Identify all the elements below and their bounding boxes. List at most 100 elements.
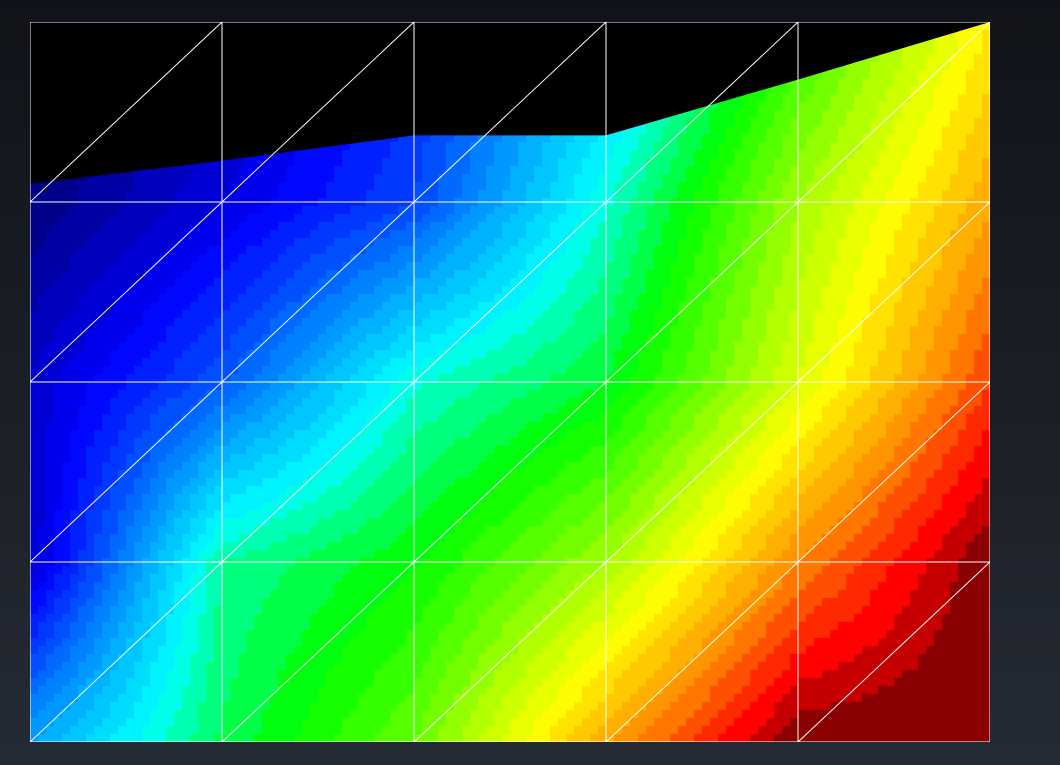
field-cell (222, 270, 231, 279)
field-cell (614, 254, 623, 263)
field-cell (870, 142, 879, 151)
field-cell (854, 174, 863, 183)
field-cell (942, 302, 951, 311)
field-cell (126, 222, 135, 231)
field-cell (110, 230, 119, 239)
field-cell (382, 142, 391, 151)
field-cell (902, 182, 911, 191)
field-cell (982, 326, 990, 335)
field-cell (30, 190, 39, 199)
field-cell (350, 150, 359, 159)
field-cell (518, 246, 527, 255)
field-cell (950, 158, 959, 167)
field-cell (710, 342, 719, 351)
field-cell (230, 190, 239, 199)
field-cell (190, 350, 199, 359)
field-cell (238, 238, 247, 247)
field-cell (486, 206, 495, 215)
field-cell (486, 174, 495, 183)
field-cell (470, 318, 479, 327)
field-cell (598, 262, 607, 271)
field-cell (310, 350, 319, 359)
field-cell (718, 150, 727, 159)
field-cell (518, 166, 527, 175)
field-cell (806, 86, 815, 95)
field-cell (662, 254, 671, 263)
field-cell (614, 174, 623, 183)
field-cell (942, 94, 951, 103)
field-cell (774, 86, 783, 95)
field-cell (982, 70, 990, 79)
field-cell (902, 134, 911, 143)
field-cell (366, 182, 375, 191)
field-cell (766, 126, 775, 135)
field-cell (150, 190, 159, 199)
field-cell (710, 102, 719, 111)
field-cell (894, 286, 903, 295)
field-cell (918, 230, 927, 239)
field-cell (750, 222, 759, 231)
field-cell (942, 118, 951, 127)
field-cell (734, 150, 743, 159)
field-cell (446, 222, 455, 231)
field-cell (358, 342, 367, 351)
field-cell (806, 318, 815, 327)
field-cell (942, 318, 951, 327)
field-cell (550, 190, 559, 199)
field-cell (542, 278, 551, 287)
field-cell (654, 246, 663, 255)
field-cell (278, 230, 287, 239)
field-cell (934, 118, 943, 127)
field-cell (966, 262, 975, 271)
field-cell (974, 222, 983, 231)
field-cell (718, 238, 727, 247)
field-cell (318, 166, 327, 175)
field-cell (934, 78, 943, 87)
contour-plot-viewport[interactable] (30, 22, 990, 742)
field-cell (374, 246, 383, 255)
field-cell (454, 142, 463, 151)
field-cell (654, 166, 663, 175)
field-cell (222, 246, 231, 255)
field-cell (254, 286, 263, 295)
field-cell (942, 238, 951, 247)
field-cell (870, 190, 879, 199)
field-cell (198, 294, 207, 303)
field-cell (854, 150, 863, 159)
field-cell (350, 166, 359, 175)
field-cell (902, 150, 911, 159)
field-cell (982, 294, 990, 303)
field-cell (934, 190, 943, 199)
field-cell (190, 262, 199, 271)
field-cell (934, 46, 943, 55)
field-cell (318, 254, 327, 263)
field-cell (142, 166, 151, 175)
field-cell (422, 278, 431, 287)
field-cell (782, 270, 791, 279)
field-cell (302, 222, 311, 231)
field-cell (374, 158, 383, 167)
field-cell (326, 286, 335, 295)
field-cell (422, 270, 431, 279)
field-cell (662, 294, 671, 303)
field-cell (886, 150, 895, 159)
field-cell (910, 190, 919, 199)
field-cell (902, 126, 911, 135)
field-cell (398, 350, 407, 359)
field-cell (878, 270, 887, 279)
field-cell (550, 142, 559, 151)
field-cell (926, 206, 935, 215)
field-cell (662, 214, 671, 223)
field-cell (854, 158, 863, 167)
field-cell (902, 222, 911, 231)
field-cell (814, 342, 823, 351)
field-cell (766, 206, 775, 215)
field-cell (46, 318, 55, 327)
field-cell (398, 142, 407, 151)
field-cell (230, 174, 239, 183)
field-cell (230, 214, 239, 223)
field-cell (942, 54, 951, 63)
field-cell (918, 102, 927, 111)
field-cell (86, 318, 95, 327)
field-cell (742, 142, 751, 151)
